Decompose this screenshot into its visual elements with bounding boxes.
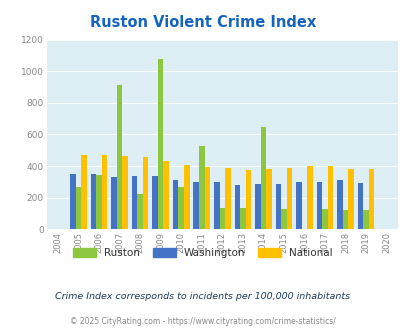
Bar: [316, 182, 322, 229]
Bar: [204, 167, 209, 229]
Bar: [152, 176, 158, 229]
Bar: [362, 211, 368, 229]
Bar: [70, 174, 76, 229]
Bar: [245, 170, 251, 229]
Legend: Ruston, Washington, National: Ruston, Washington, National: [69, 244, 336, 262]
Bar: [307, 166, 312, 229]
Bar: [132, 176, 137, 229]
Bar: [198, 146, 204, 229]
Text: Crime Index corresponds to incidents per 100,000 inhabitants: Crime Index corresponds to incidents per…: [55, 292, 350, 301]
Text: Ruston Violent Crime Index: Ruston Violent Crime Index: [90, 15, 315, 30]
Bar: [254, 184, 260, 229]
Bar: [347, 169, 353, 229]
Bar: [219, 208, 224, 229]
Bar: [368, 169, 373, 229]
Bar: [322, 209, 327, 229]
Bar: [193, 182, 198, 229]
Bar: [178, 187, 183, 229]
Bar: [337, 180, 342, 229]
Bar: [265, 169, 271, 229]
Bar: [122, 156, 128, 229]
Bar: [213, 182, 219, 229]
Bar: [102, 155, 107, 229]
Bar: [224, 168, 230, 229]
Bar: [111, 177, 117, 229]
Bar: [280, 209, 286, 229]
Bar: [96, 175, 102, 229]
Bar: [295, 182, 301, 229]
Bar: [234, 185, 239, 229]
Bar: [76, 187, 81, 229]
Bar: [137, 194, 143, 229]
Text: © 2025 CityRating.com - https://www.cityrating.com/crime-statistics/: © 2025 CityRating.com - https://www.city…: [70, 317, 335, 326]
Bar: [91, 174, 96, 229]
Bar: [286, 168, 292, 229]
Bar: [183, 165, 189, 229]
Bar: [239, 208, 245, 229]
Bar: [163, 161, 168, 229]
Bar: [143, 157, 148, 229]
Bar: [158, 59, 163, 229]
Bar: [173, 180, 178, 229]
Bar: [260, 127, 265, 229]
Bar: [81, 155, 87, 229]
Bar: [357, 183, 362, 229]
Bar: [117, 85, 122, 229]
Bar: [275, 184, 280, 229]
Bar: [327, 166, 333, 229]
Bar: [342, 211, 347, 229]
